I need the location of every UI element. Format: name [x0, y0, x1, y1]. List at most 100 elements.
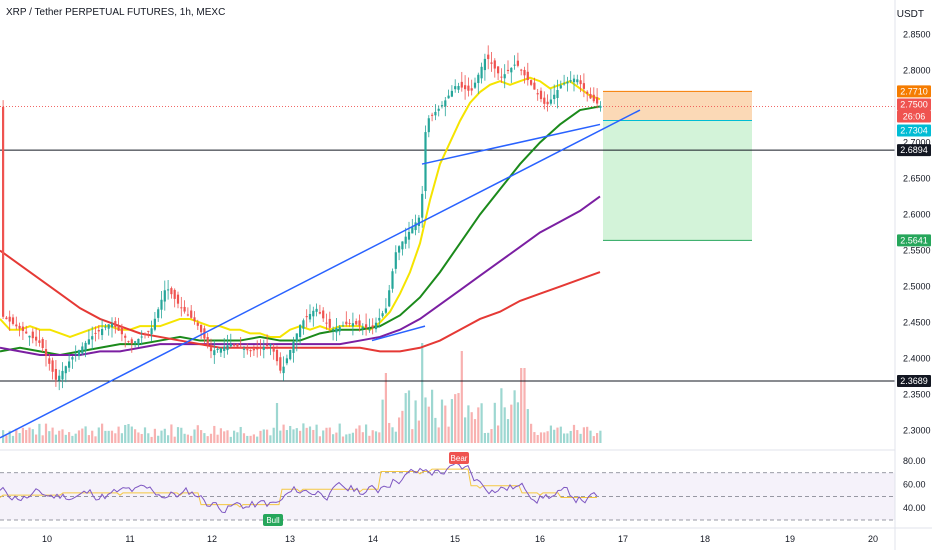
candle-body: [487, 54, 490, 60]
short-position-tool[interactable]: [603, 90, 752, 241]
volume-bar: [417, 420, 420, 443]
candle-body: [440, 105, 444, 107]
candle-body: [424, 132, 427, 192]
candle-body: [315, 308, 318, 312]
candle-body: [200, 324, 203, 333]
volume-bar: [44, 423, 48, 443]
candle-body: [289, 350, 292, 360]
candle-body: [190, 310, 193, 318]
volume-bar: [404, 393, 407, 443]
candle-body: [345, 321, 348, 325]
stop-zone[interactable]: [603, 91, 752, 121]
volume-bar: [246, 435, 249, 443]
price-tick-label: 2.4000: [903, 354, 931, 364]
candle-body: [147, 330, 150, 332]
trendline[interactable]: [0, 109, 641, 439]
volume-bar: [576, 430, 579, 443]
volume-bar: [315, 424, 318, 443]
volume-bar: [101, 423, 104, 443]
candle-body: [559, 85, 562, 89]
target-zone[interactable]: [603, 120, 752, 241]
volume-bar: [8, 430, 11, 443]
volume-bar: [437, 427, 440, 443]
volume-bar: [477, 407, 480, 443]
candle-body: [262, 346, 265, 350]
volume-bar: [345, 434, 348, 443]
volume-bar: [440, 399, 444, 443]
candle-body: [374, 322, 378, 330]
candle-body: [5, 317, 8, 320]
time-tick-label: 18: [700, 534, 710, 544]
volume-bar: [143, 427, 147, 443]
trendlines[interactable]: [0, 109, 641, 439]
volume-bar: [94, 436, 97, 443]
volume-bar: [308, 426, 312, 443]
candle-body: [497, 66, 500, 74]
candle-body: [48, 358, 51, 364]
candle-body: [269, 344, 272, 346]
volume-bar: [332, 434, 335, 443]
volume-bar: [549, 425, 552, 443]
volume-bar: [239, 426, 242, 443]
volume-bar: [292, 429, 295, 443]
volume-bar: [173, 436, 176, 443]
time-tick-label: 12: [207, 534, 217, 544]
candle-body: [285, 358, 288, 364]
volume-bar: [530, 423, 533, 443]
volume-bar: [249, 435, 252, 443]
candle-body: [71, 357, 74, 360]
volume-bar: [190, 435, 193, 443]
trendline[interactable]: [421, 123, 601, 165]
volume-bar: [167, 435, 170, 443]
price-badge: [897, 124, 931, 137]
volume-bar: [285, 430, 288, 443]
volume-bar: [71, 435, 74, 443]
time-tick-label: 15: [450, 534, 460, 544]
candle-body: [186, 314, 189, 316]
volume-bar: [25, 430, 28, 443]
candle-body: [378, 317, 381, 321]
rsi-signal-label: Bear: [451, 454, 468, 463]
volume-bar: [15, 428, 18, 443]
volume-bar: [424, 397, 427, 443]
volume-bar: [407, 390, 411, 443]
volume-bar: [579, 433, 582, 443]
candle-body: [74, 353, 77, 355]
volume-bar: [457, 393, 460, 443]
candle-body: [173, 289, 176, 299]
time-tick-label: 14: [368, 534, 378, 544]
volume-bar: [460, 351, 463, 443]
candle-body: [388, 290, 391, 307]
candle-body: [223, 346, 226, 352]
volume-bar: [137, 432, 140, 443]
volume-bar: [130, 426, 133, 443]
volume-bar: [431, 389, 434, 443]
price-tick-label: 2.5000: [903, 282, 931, 292]
candle-body: [358, 320, 361, 326]
candle-body: [299, 325, 302, 338]
volume-bar: [97, 427, 100, 443]
candle-body: [77, 350, 81, 357]
trendline[interactable]: [371, 325, 426, 342]
candle-body: [239, 346, 242, 348]
volume-bar: [299, 430, 302, 443]
volume-bar: [351, 432, 354, 443]
candle-body: [81, 346, 84, 354]
candle-body: [196, 322, 199, 326]
candle-body: [503, 74, 506, 79]
volume-bar: [371, 430, 374, 443]
price-badge-label: 2.3689: [900, 376, 928, 386]
volume-bar: [473, 419, 477, 443]
volume-bar: [117, 426, 120, 443]
rsi-pane: 80.00 60.00 40.00 Bull Bear: [0, 452, 926, 526]
candle-body: [483, 58, 486, 71]
candle-body: [572, 78, 576, 83]
candle-body: [599, 105, 602, 108]
volume-bar: [107, 430, 110, 443]
volume-bar: [183, 433, 186, 443]
rsi-ma-line: [0, 468, 597, 508]
rsi-signal-bear-badge: [449, 452, 469, 464]
candle-body: [361, 326, 364, 329]
volume-bar: [500, 388, 503, 443]
